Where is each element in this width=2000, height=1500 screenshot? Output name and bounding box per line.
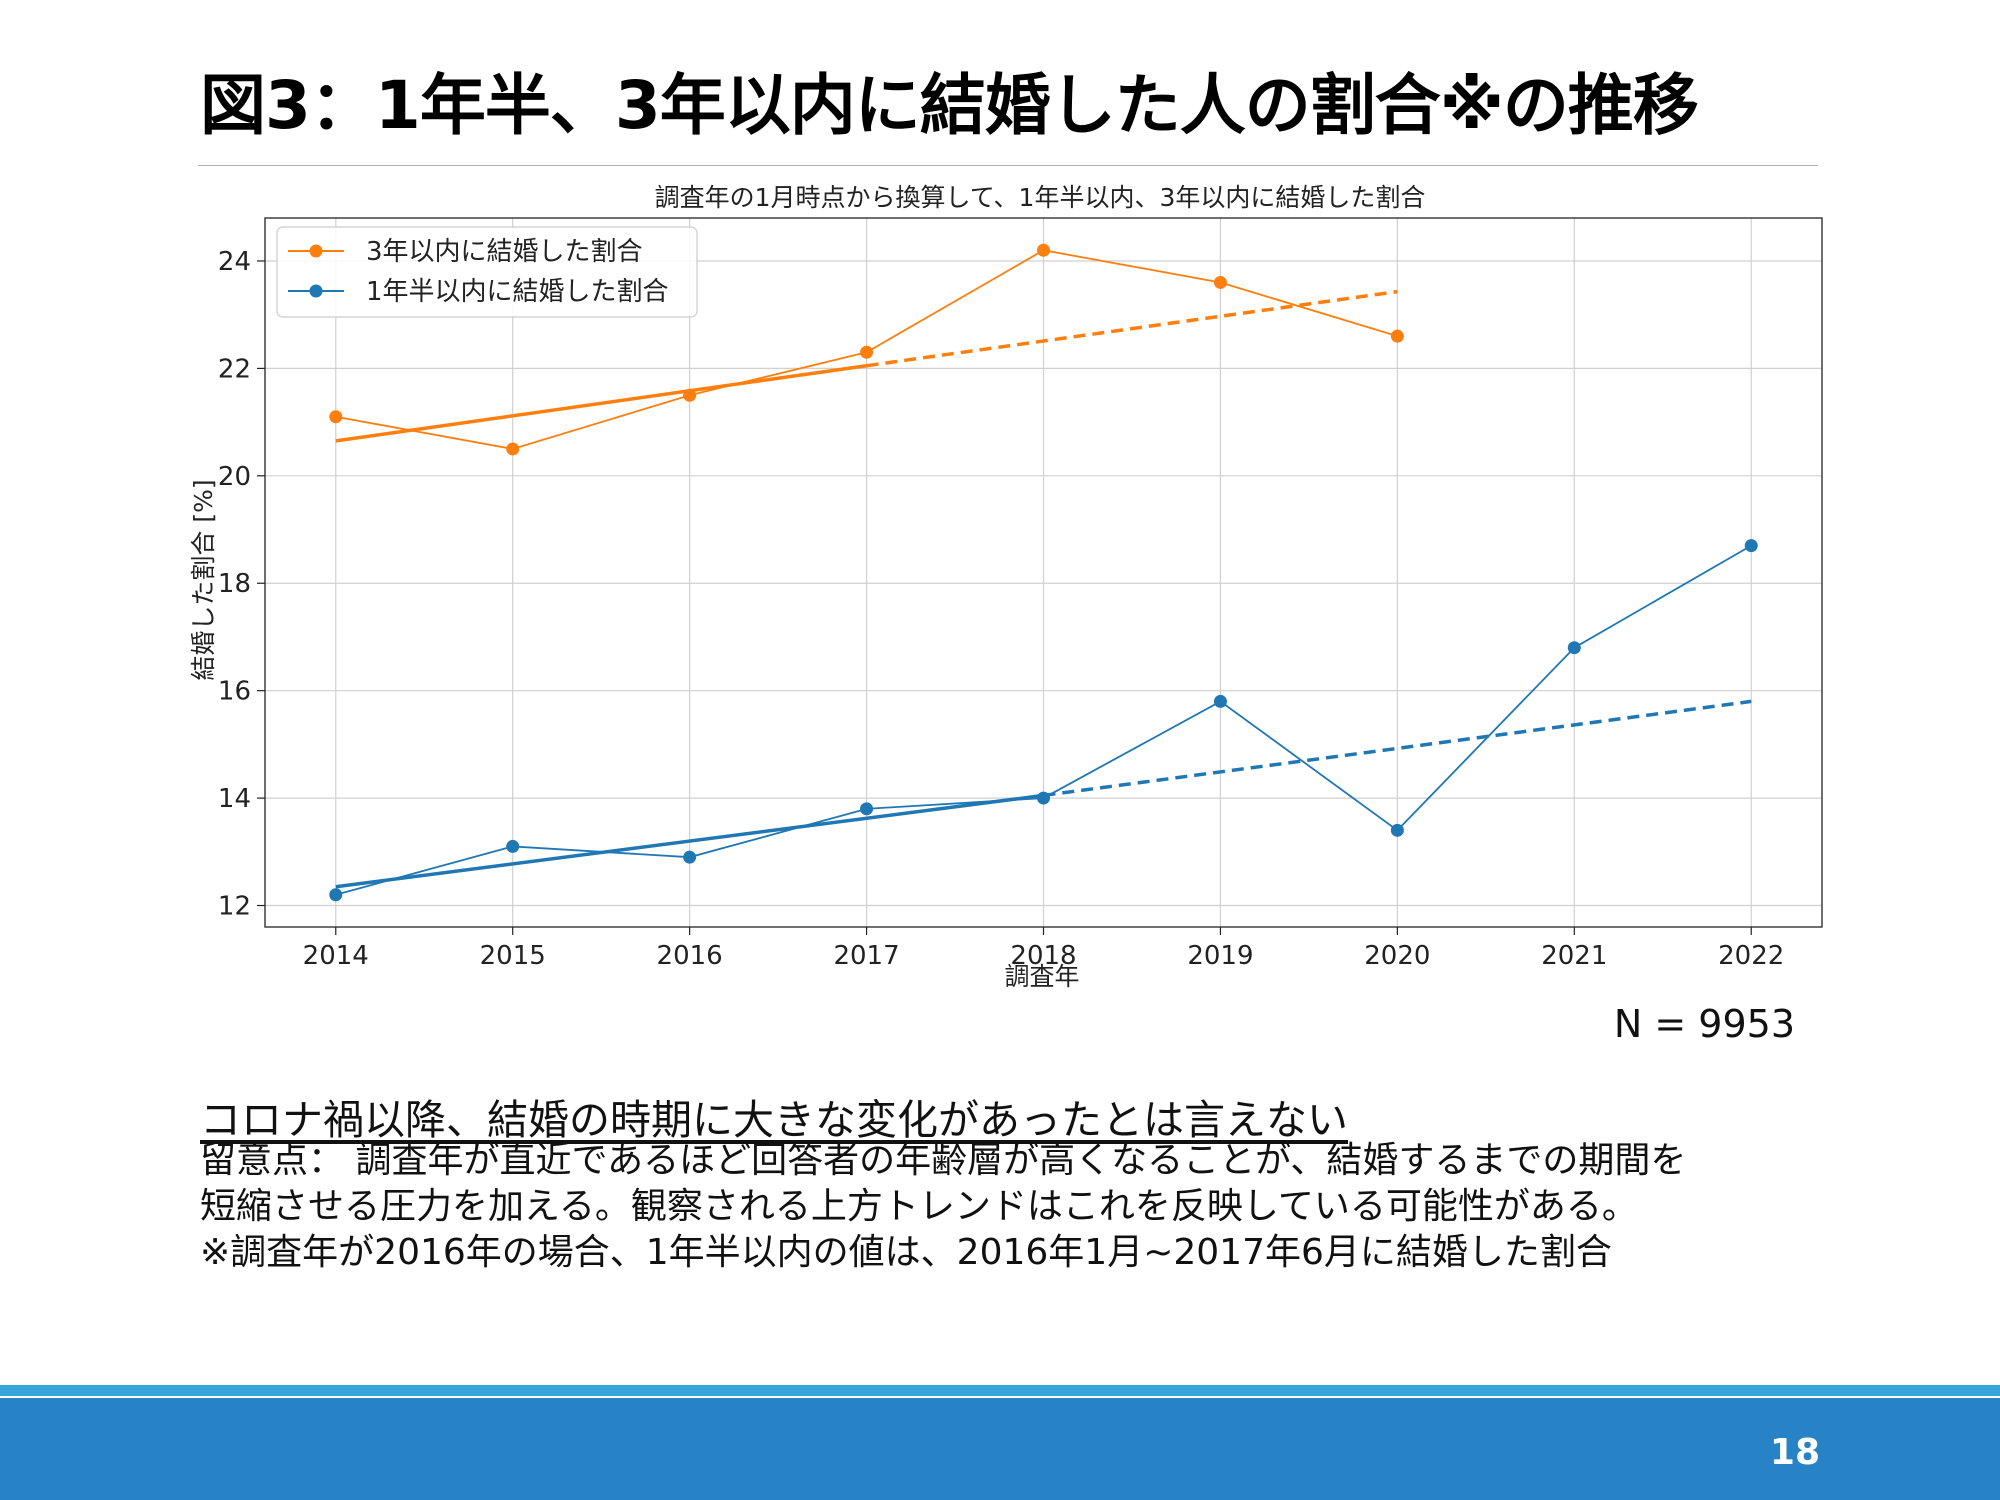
y-tick-label: 24: [218, 247, 251, 277]
y-tick-label: 16: [218, 677, 251, 707]
data-point: [506, 442, 520, 456]
x-tick-label: 2018: [1010, 941, 1076, 971]
data-point: [1213, 275, 1227, 289]
trend-line-fitted: [335, 793, 1044, 889]
legend-item: 1年半以内に結婚した割合: [288, 277, 669, 307]
legend-swatch-marker: [309, 284, 323, 298]
legend-box: [276, 226, 698, 318]
legend-label: 1年半以内に結婚した割合: [366, 277, 669, 307]
legend-item: 3年以内に結婚した割合: [288, 237, 643, 267]
footer-accent-line: [0, 1385, 2000, 1396]
chart-title: 調査年の1月時点から換算して、1年半以内、3年以内に結婚した割合: [655, 183, 1426, 212]
y-tick-label: 14: [218, 784, 251, 814]
legend-swatch-marker: [309, 244, 323, 258]
data-point: [506, 839, 520, 853]
conclusion-text: コロナ禍以降、結婚の時期に大きな変化があったとは言えない: [200, 1096, 1348, 1144]
y-tick-label: 20: [218, 462, 251, 492]
x-tick-label: 2019: [1187, 941, 1253, 971]
grid: [265, 218, 1822, 927]
data-point: [329, 888, 343, 902]
footer-bar: [0, 1398, 2000, 1500]
legend-label: 3年以内に結婚した割合: [366, 237, 643, 267]
data-point: [1037, 243, 1050, 257]
y-tick-label: 22: [218, 354, 251, 384]
data-point: [329, 410, 343, 424]
line-chart: 調査年の1月時点から換算して、1年半以内、3年以内に結婚した割合 2014 201…: [189, 183, 1823, 991]
data-point: [860, 802, 874, 816]
data-point: [683, 388, 697, 402]
x-tick-label: 2020: [1364, 941, 1430, 971]
note-line: 短縮させる圧力を加える。観察される上方トレンドはこれを反映している可能性がある。: [200, 1186, 1638, 1227]
x-tick-label: 2021: [1541, 941, 1607, 971]
y-tick-label: 18: [218, 569, 251, 599]
title-divider: [198, 165, 1818, 166]
sample-size: N = 9953: [1613, 1002, 1795, 1046]
y-tick-label: 12: [218, 892, 251, 922]
x-tick-label: 2015: [480, 941, 546, 971]
x-axis-label: 調査年: [1004, 962, 1079, 991]
series-1: [329, 243, 1404, 456]
data-point: [1037, 791, 1050, 805]
trend-line-projected: [866, 289, 1398, 368]
axes: 2014 2015 2016 2017 2018 2019 2020 2021 20221214…: [218, 247, 1784, 971]
slide-title: 図3：1年半、3年以内に結婚した人の割合※の推移: [200, 67, 1699, 144]
y-axis-label: 結婚した割合 [%]: [189, 479, 218, 680]
data-point: [1213, 694, 1227, 708]
series-2: [329, 539, 1758, 902]
x-tick-label: 2017: [833, 941, 899, 971]
data-point: [683, 850, 697, 864]
legend: 3年以内に結婚した割合 1年半以内に結婚した割合: [276, 226, 698, 318]
x-tick-label: 2016: [657, 941, 723, 971]
data-point: [860, 345, 874, 359]
notes-block: 留意点： 調査年が直近であるほど回答者の年齢層が高くなることが、結婚するまでの期…: [200, 1138, 1900, 1276]
note-line: ※調査年が2016年の場合、1年半以内の値は、2016年1月~2017年6月に結…: [200, 1232, 1612, 1273]
x-tick-label: 2014: [303, 941, 369, 971]
data-point: [1390, 329, 1404, 343]
data-point: [1744, 539, 1758, 553]
data-point: [1390, 823, 1404, 837]
data-point: [1567, 641, 1581, 655]
x-tick-label: 2022: [1718, 941, 1784, 971]
page-number: 18: [1769, 1432, 1820, 1473]
series: [329, 243, 1758, 902]
trend-line-projected: [1043, 699, 1752, 798]
note-line: 留意点： 調査年が直近であるほど回答者の年齢層が高くなることが、結婚するまでの期…: [200, 1140, 1687, 1181]
trend-line-fitted: [335, 363, 867, 443]
